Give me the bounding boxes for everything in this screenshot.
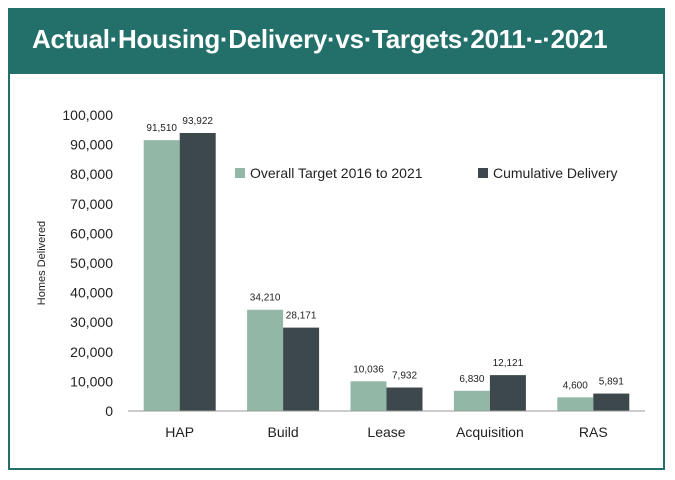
y-tick-label: 40,000 xyxy=(70,285,113,301)
legend-swatch xyxy=(235,168,245,178)
y-tick-label: 80,000 xyxy=(70,166,113,182)
bar-delivery-ras xyxy=(593,393,630,411)
x-tick-label: HAP xyxy=(165,424,194,440)
data-label: 5,891 xyxy=(599,377,624,388)
data-label: 91,510 xyxy=(146,123,177,134)
bar-delivery-acquisition xyxy=(489,375,526,411)
legend-label: Overall Target 2016 to 2021 xyxy=(250,165,423,181)
data-label: 10,036 xyxy=(353,364,384,375)
chart-title: Actual·Housing·Delivery·vs·Targets·2011·… xyxy=(32,24,608,54)
y-tick-label: 30,000 xyxy=(70,314,113,330)
chart-frame: Actual·Housing·Delivery·vs·Targets·2011·… xyxy=(8,8,665,470)
y-tick-label: 100,000 xyxy=(62,107,113,123)
data-label: 7,932 xyxy=(392,371,417,382)
bar-target-build xyxy=(247,309,284,411)
title-banner: Actual·Housing·Delivery·vs·Targets·2011·… xyxy=(10,10,663,74)
data-label: 34,210 xyxy=(250,293,281,304)
x-tick-label: Acquisition xyxy=(456,424,524,440)
data-label: 12,121 xyxy=(493,358,524,369)
bar-target-hap xyxy=(143,140,180,411)
bar-delivery-lease xyxy=(386,387,423,411)
data-label: 93,922 xyxy=(182,116,213,127)
data-label: 4,600 xyxy=(563,380,588,391)
x-tick-label: RAS xyxy=(579,424,608,440)
y-axis-title: Homes Delivered xyxy=(36,221,48,305)
legend-swatch xyxy=(478,168,488,178)
y-tick-label: 90,000 xyxy=(70,137,113,153)
data-label: 6,830 xyxy=(459,374,484,385)
x-tick-label: Lease xyxy=(367,424,405,440)
y-tick-label: 60,000 xyxy=(70,225,113,241)
x-tick-label: Build xyxy=(268,424,299,440)
y-tick-label: 50,000 xyxy=(70,255,113,271)
y-tick-label: 10,000 xyxy=(70,373,113,389)
bar-delivery-build xyxy=(283,327,320,411)
bar-target-lease xyxy=(350,381,387,411)
data-label: 28,171 xyxy=(286,311,317,322)
bar-target-ras xyxy=(557,397,594,411)
y-tick-label: 70,000 xyxy=(70,196,113,212)
bar-target-acquisition xyxy=(453,390,490,411)
bar-delivery-hap xyxy=(179,132,216,411)
y-tick-label: 0 xyxy=(105,403,113,419)
legend-label: Cumulative Delivery xyxy=(493,165,617,181)
y-tick-label: 20,000 xyxy=(70,344,113,360)
